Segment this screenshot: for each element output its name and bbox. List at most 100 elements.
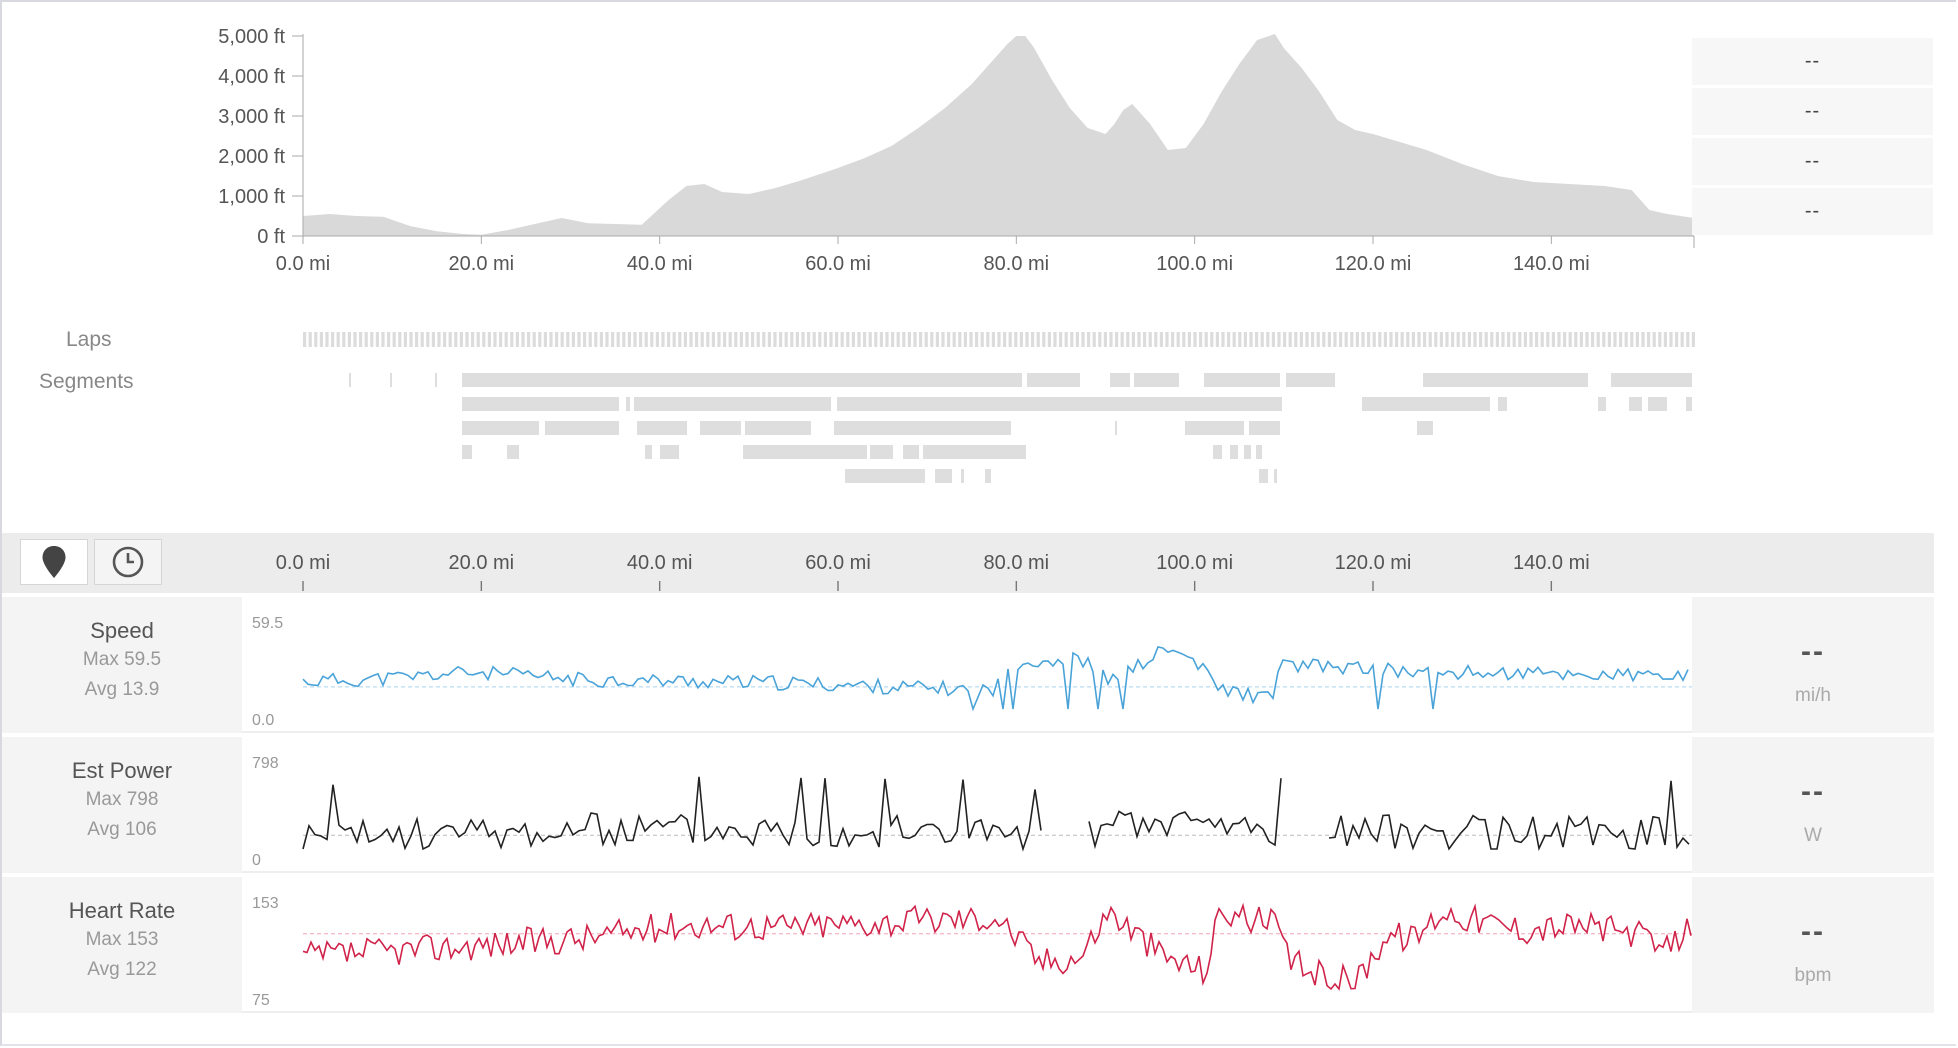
lap-marker[interactable]: [969, 332, 973, 347]
lap-marker[interactable]: [695, 332, 699, 347]
lap-marker[interactable]: [1305, 332, 1309, 347]
lap-marker[interactable]: [1260, 332, 1264, 347]
lap-marker[interactable]: [1579, 332, 1583, 347]
lap-marker[interactable]: [930, 332, 934, 347]
lap-marker[interactable]: [1378, 332, 1382, 347]
lap-marker[interactable]: [1406, 332, 1410, 347]
lap-marker[interactable]: [1557, 332, 1561, 347]
lap-marker[interactable]: [1591, 332, 1595, 347]
lap-marker[interactable]: [1221, 332, 1225, 347]
segment-bar[interactable]: [1611, 373, 1692, 387]
lap-marker[interactable]: [991, 332, 995, 347]
lap-marker[interactable]: [1507, 332, 1511, 347]
lap-marker[interactable]: [1372, 332, 1376, 347]
lap-marker[interactable]: [1529, 332, 1533, 347]
segment-bar[interactable]: [1417, 421, 1433, 435]
lap-marker[interactable]: [426, 332, 430, 347]
lap-marker[interactable]: [1243, 332, 1247, 347]
lap-marker[interactable]: [1355, 332, 1359, 347]
lap-marker[interactable]: [627, 332, 631, 347]
time-mode-button[interactable]: [94, 539, 162, 585]
segments-track[interactable]: [0, 360, 1700, 510]
lap-marker[interactable]: [1411, 332, 1415, 347]
lap-marker[interactable]: [779, 332, 783, 347]
segment-bar[interactable]: [626, 397, 630, 411]
segment-bar[interactable]: [462, 421, 539, 435]
lap-marker[interactable]: [1630, 332, 1634, 347]
lap-marker[interactable]: [868, 332, 872, 347]
lap-marker[interactable]: [471, 332, 475, 347]
lap-marker[interactable]: [359, 332, 363, 347]
lap-marker[interactable]: [683, 332, 687, 347]
lap-marker[interactable]: [963, 332, 967, 347]
lap-marker[interactable]: [1227, 332, 1231, 347]
lap-marker[interactable]: [1126, 332, 1130, 347]
lap-marker[interactable]: [751, 332, 755, 347]
lap-marker[interactable]: [1490, 332, 1494, 347]
lap-marker[interactable]: [1540, 332, 1544, 347]
lap-marker[interactable]: [493, 332, 497, 347]
lap-marker[interactable]: [622, 332, 626, 347]
segment-bar[interactable]: [1598, 397, 1606, 411]
lap-marker[interactable]: [1344, 332, 1348, 347]
lap-marker[interactable]: [639, 332, 643, 347]
segment-bar[interactable]: [1249, 421, 1280, 435]
segment-bar[interactable]: [1115, 421, 1117, 435]
lap-marker[interactable]: [1546, 332, 1550, 347]
lap-marker[interactable]: [1479, 332, 1483, 347]
lap-marker[interactable]: [1081, 332, 1085, 347]
lap-marker[interactable]: [840, 332, 844, 347]
lap-marker[interactable]: [1047, 332, 1051, 347]
lap-marker[interactable]: [1154, 332, 1158, 347]
lap-marker[interactable]: [1467, 332, 1471, 347]
lap-marker[interactable]: [801, 332, 805, 347]
lap-marker[interactable]: [1266, 332, 1270, 347]
lap-marker[interactable]: [1092, 332, 1096, 347]
lap-marker[interactable]: [947, 332, 951, 347]
lap-marker[interactable]: [1484, 332, 1488, 347]
lap-marker[interactable]: [521, 332, 525, 347]
lap-marker[interactable]: [1563, 332, 1567, 347]
lap-marker[interactable]: [689, 332, 693, 347]
lap-marker[interactable]: [599, 332, 603, 347]
lap-marker[interactable]: [700, 332, 704, 347]
segment-bar[interactable]: [935, 469, 952, 483]
segment-bar[interactable]: [870, 445, 893, 459]
lap-marker[interactable]: [1238, 332, 1242, 347]
segment-bar[interactable]: [1498, 397, 1507, 411]
segment-bar[interactable]: [837, 397, 1282, 411]
lap-marker[interactable]: [375, 332, 379, 347]
segment-bar[interactable]: [349, 373, 351, 387]
lap-marker[interactable]: [1451, 332, 1455, 347]
lap-marker[interactable]: [1400, 332, 1404, 347]
lap-marker[interactable]: [1596, 332, 1600, 347]
lap-marker[interactable]: [1311, 332, 1315, 347]
lap-marker[interactable]: [487, 332, 491, 347]
lap-marker[interactable]: [459, 332, 463, 347]
lap-marker[interactable]: [594, 332, 598, 347]
lap-marker[interactable]: [1115, 332, 1119, 347]
lap-marker[interactable]: [734, 332, 738, 347]
lap-marker[interactable]: [935, 332, 939, 347]
lap-marker[interactable]: [555, 332, 559, 347]
lap-marker[interactable]: [1031, 332, 1035, 347]
lap-marker[interactable]: [1087, 332, 1091, 347]
segment-bar[interactable]: [1185, 421, 1244, 435]
elevation-chart[interactable]: 5,000 ft 4,000 ft 3,000 ft 2,000 ft 1,000 ft…: [0, 0, 1700, 290]
lap-marker[interactable]: [739, 332, 743, 347]
lap-marker[interactable]: [1271, 332, 1275, 347]
segment-bar[interactable]: [462, 373, 1022, 387]
segment-bar[interactable]: [1213, 445, 1222, 459]
lap-marker[interactable]: [863, 332, 867, 347]
lap-marker[interactable]: [611, 332, 615, 347]
speed-stream-chart[interactable]: 59.5 0.0: [242, 597, 1692, 733]
segment-bar[interactable]: [507, 445, 519, 459]
lap-marker[interactable]: [835, 332, 839, 347]
lap-marker[interactable]: [958, 332, 962, 347]
lap-marker[interactable]: [415, 332, 419, 347]
lap-marker[interactable]: [381, 332, 385, 347]
lap-marker[interactable]: [667, 332, 671, 347]
lap-marker[interactable]: [392, 332, 396, 347]
lap-marker[interactable]: [403, 332, 407, 347]
lap-marker[interactable]: [1120, 332, 1124, 347]
